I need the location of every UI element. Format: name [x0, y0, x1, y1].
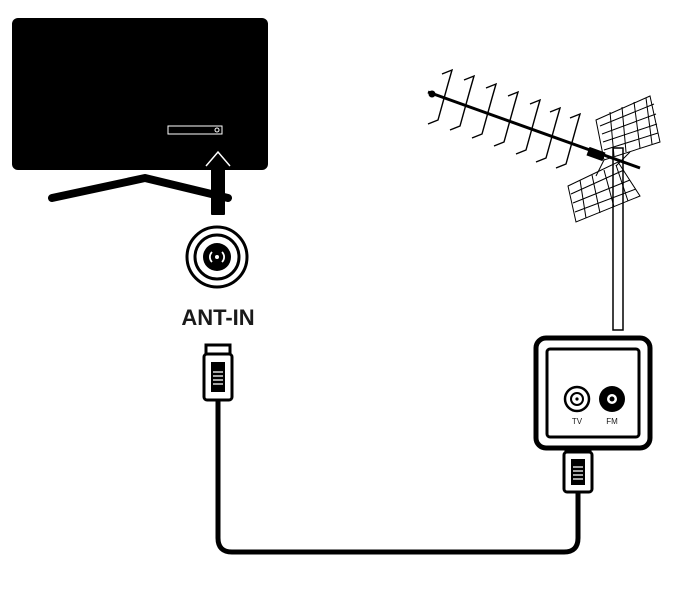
fm-port-label: FM [606, 417, 618, 426]
aerial-antenna-icon [427, 68, 661, 331]
tv-port-panel [167, 125, 223, 135]
wall-socket-icon: TV FM [533, 335, 653, 451]
ant-in-label: ANT-IN [181, 305, 254, 330]
antenna-socket-icon [185, 225, 249, 289]
coax-plug-icon [202, 343, 234, 402]
tv-screen [12, 18, 268, 170]
tv-port-icon [563, 385, 591, 413]
coax-cable [215, 395, 581, 555]
antenna-directors [427, 68, 582, 169]
antenna-reflector [567, 95, 661, 223]
tv-stand [48, 174, 232, 202]
tv-port-dot [214, 127, 220, 133]
arrow-up-icon [202, 147, 234, 215]
fm-port-icon [599, 386, 625, 412]
tv-port-label: TV [572, 417, 583, 426]
tv-icon [12, 18, 268, 202]
